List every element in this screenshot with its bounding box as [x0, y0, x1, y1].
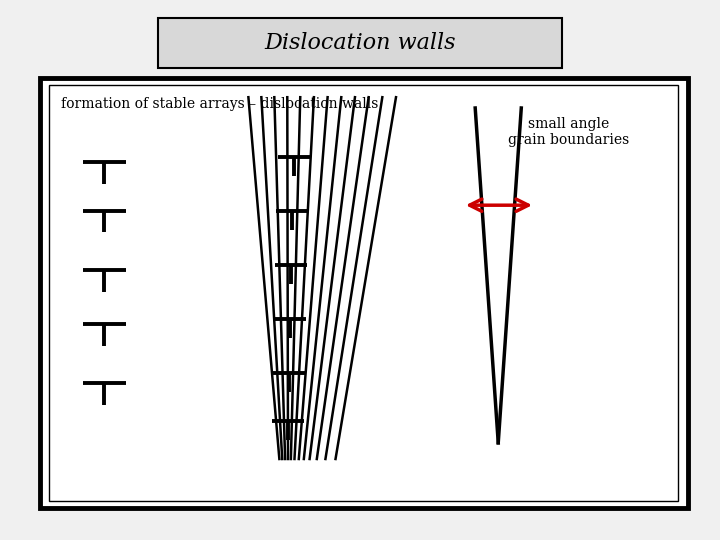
- Text: Dislocation walls: Dislocation walls: [264, 32, 456, 53]
- FancyBboxPatch shape: [40, 78, 688, 508]
- Text: formation of stable arrays – dislocation walls: formation of stable arrays – dislocation…: [61, 97, 379, 111]
- FancyBboxPatch shape: [158, 18, 562, 68]
- Text: small angle
grain boundaries: small angle grain boundaries: [508, 117, 629, 147]
